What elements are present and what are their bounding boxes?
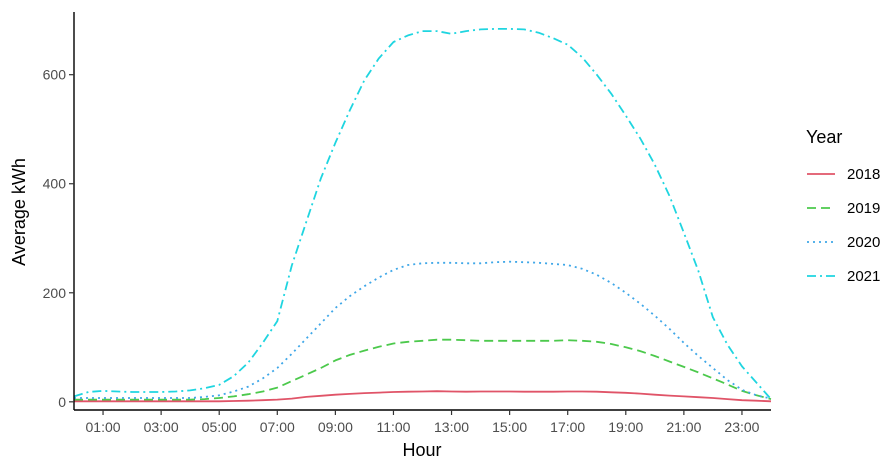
x-tick-label: 03:00 xyxy=(144,419,179,435)
legend-label-2019: 2019 xyxy=(847,200,880,217)
series-line-2019 xyxy=(74,338,772,401)
legend: Year 2018 2019 2020 2021 xyxy=(806,127,880,285)
x-tick-label: 05:00 xyxy=(202,419,237,435)
plot-area: 0 200 400 600 01:00 03:00 05:00 07:00 09:00 11:0… xyxy=(43,12,772,435)
y-tick-label: 200 xyxy=(43,285,67,301)
x-tick-label: 23:00 xyxy=(724,419,759,435)
x-tick-label: 21:00 xyxy=(666,419,701,435)
x-ticks: 01:00 03:00 05:00 07:00 09:00 11:00 13:00 15:00… xyxy=(86,410,760,435)
x-tick-label: 17:00 xyxy=(550,419,585,435)
series-line-2020 xyxy=(74,260,772,400)
x-tick-label: 15:00 xyxy=(492,419,527,435)
legend-label-2021: 2021 xyxy=(847,268,880,285)
x-tick-label: 01:00 xyxy=(86,419,121,435)
series-line-2018 xyxy=(74,390,772,403)
x-tick-label: 19:00 xyxy=(608,419,643,435)
y-tick-label: 400 xyxy=(43,176,67,192)
y-tick-label: 600 xyxy=(43,67,67,83)
x-axis-title: Hour xyxy=(402,440,441,460)
y-tick-label: 0 xyxy=(58,394,66,410)
legend-label-2020: 2020 xyxy=(847,234,880,251)
legend-label-2018: 2018 xyxy=(847,166,880,183)
legend-entries: 2018 2019 2020 2021 xyxy=(807,166,880,285)
x-tick-label: 11:00 xyxy=(376,419,410,435)
series-line-2021 xyxy=(73,27,772,400)
x-tick-label: 07:00 xyxy=(260,419,295,435)
series-group xyxy=(73,27,772,403)
y-ticks: 0 200 400 600 xyxy=(43,67,74,410)
x-tick-label: 13:00 xyxy=(434,419,469,435)
y-axis-title: Average kWh xyxy=(9,158,29,266)
x-tick-label: 09:00 xyxy=(318,419,353,435)
legend-title: Year xyxy=(806,127,842,147)
